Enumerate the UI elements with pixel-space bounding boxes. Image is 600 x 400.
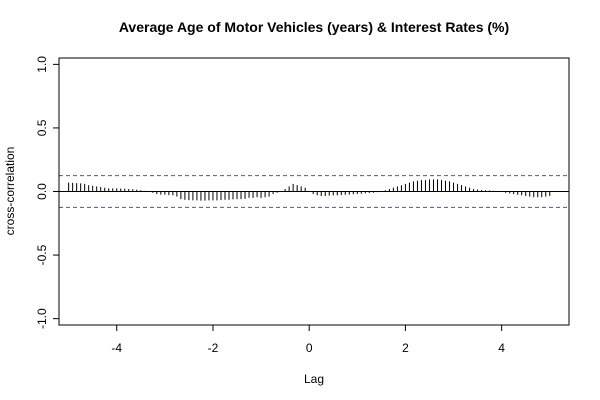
y-tick-label: 1.0 — [35, 56, 49, 73]
y-tick-label: -1.0 — [35, 308, 49, 329]
y-axis: -1.0 -0.5 0.0 0.5 1.0 — [35, 56, 59, 329]
x-tick-label: 2 — [402, 341, 409, 355]
y-tick-label: -0.5 — [35, 244, 49, 265]
confidence-band-layer — [59, 175, 569, 208]
chart-title: Average Age of Motor Vehicles (years) & … — [119, 19, 509, 35]
y-tick-label: 0.5 — [35, 119, 49, 136]
y-tick-label: 0.0 — [35, 183, 49, 200]
x-tick-label: 0 — [306, 341, 313, 355]
x-axis-label: Lag — [304, 372, 324, 386]
y-axis-label: cross-correlation — [3, 147, 17, 236]
x-tick-label: -2 — [208, 341, 219, 355]
bars-layer — [68, 179, 551, 201]
x-axis: -4 -2 0 2 4 — [111, 325, 505, 355]
x-tick-label: -4 — [111, 341, 122, 355]
x-tick-label: 4 — [498, 341, 505, 355]
